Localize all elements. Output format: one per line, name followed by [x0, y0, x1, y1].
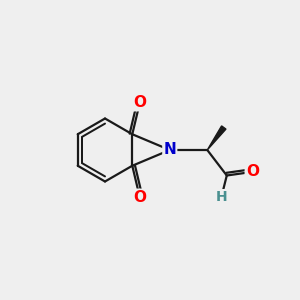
- Text: N: N: [164, 142, 176, 158]
- Polygon shape: [207, 126, 226, 150]
- Text: O: O: [246, 164, 259, 179]
- Text: H: H: [216, 190, 227, 204]
- Text: O: O: [133, 95, 146, 110]
- Text: O: O: [133, 190, 146, 205]
